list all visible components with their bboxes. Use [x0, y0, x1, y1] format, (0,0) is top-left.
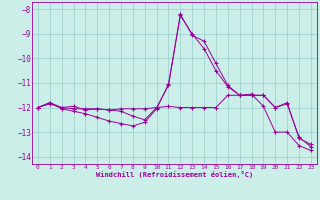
X-axis label: Windchill (Refroidissement éolien,°C): Windchill (Refroidissement éolien,°C) — [96, 171, 253, 178]
